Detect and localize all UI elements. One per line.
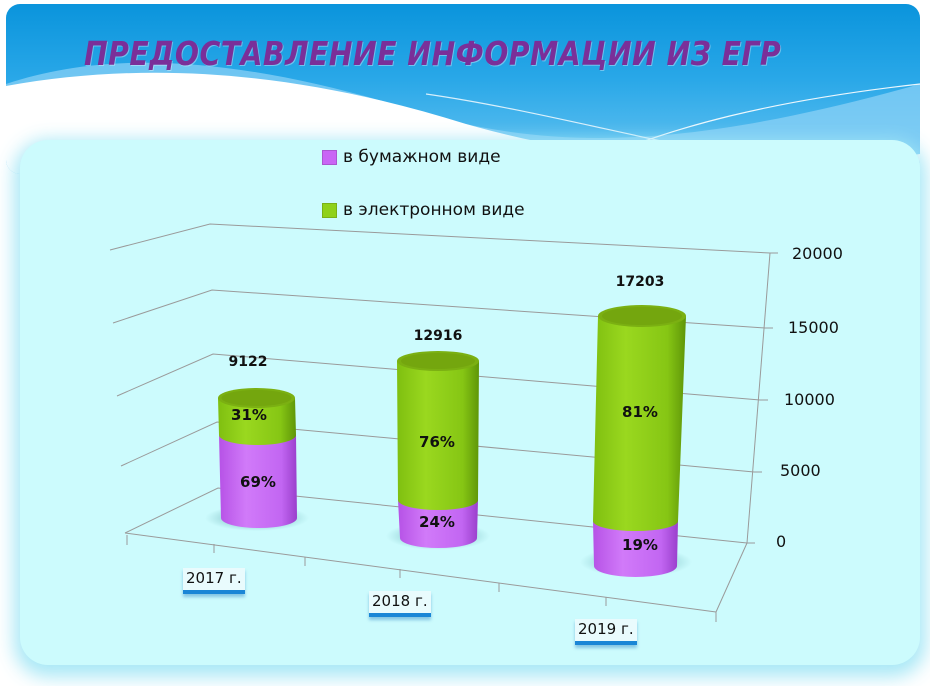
x-label-2017: 2017 г.: [183, 568, 245, 594]
y-tick-0: 0: [776, 532, 787, 551]
bar-electronic-pct-2018: 76%: [419, 433, 455, 451]
y-tick-15000: 15000: [788, 318, 839, 337]
legend-swatch-electronic: [322, 202, 337, 218]
x-label-2018: 2018 г.: [369, 591, 431, 617]
y-tick-20000: 20000: [792, 244, 843, 263]
bar-paper-pct-2018: 24%: [419, 513, 455, 531]
bar-2019: [580, 305, 692, 577]
y-tick-5000: 5000: [780, 461, 821, 480]
x-label-2019: 2019 г.: [575, 619, 637, 645]
y-tick-10000: 10000: [784, 390, 835, 409]
bar-2018: [386, 351, 490, 550]
legend-label-electronic: в электронном виде: [343, 200, 525, 220]
bar-total-2019: 17203: [615, 274, 665, 290]
gridlines: [109, 223, 778, 622]
legend-item-electronic: в электронном виде: [322, 200, 525, 220]
bar-paper-pct-2017: 69%: [240, 473, 276, 491]
legend-item-paper: в бумажном виде: [322, 147, 501, 167]
bar-electronic-pct-2017: 31%: [231, 406, 267, 424]
bar-total-2017: 9122: [228, 354, 268, 370]
bar-2017: [205, 388, 309, 531]
legend-label-paper: в бумажном виде: [343, 147, 501, 167]
bar-electronic-pct-2019: 81%: [622, 403, 658, 421]
slide-title: ПРЕДОСТАВЛЕНИЕ ИНФОРМАЦИИ ИЗ ЕГР: [84, 34, 782, 73]
bar-total-2018: 12916: [413, 328, 463, 344]
legend-swatch-paper: [322, 149, 337, 165]
bar-paper-pct-2019: 19%: [622, 536, 658, 554]
